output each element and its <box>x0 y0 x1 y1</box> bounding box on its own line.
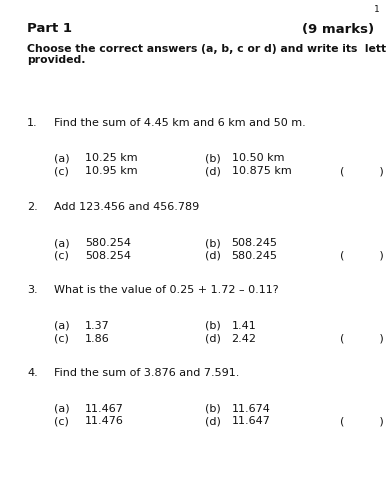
Text: (c): (c) <box>54 166 69 176</box>
Text: 2.42: 2.42 <box>232 334 257 344</box>
Text: 11.674: 11.674 <box>232 404 271 413</box>
Text: 580.245: 580.245 <box>232 251 278 261</box>
Text: 508.245: 508.245 <box>232 238 278 248</box>
Text: 2.: 2. <box>27 202 38 212</box>
Text: (d): (d) <box>205 166 220 176</box>
Text: 11.476: 11.476 <box>85 416 124 426</box>
Text: (d): (d) <box>205 251 220 261</box>
Text: (c): (c) <box>54 334 69 344</box>
Text: (b): (b) <box>205 404 220 413</box>
Text: Part 1: Part 1 <box>27 22 72 36</box>
Text: Find the sum of 3.876 and 7.591.: Find the sum of 3.876 and 7.591. <box>54 368 239 378</box>
Text: (          ): ( ) <box>340 416 383 426</box>
Text: 11.647: 11.647 <box>232 416 271 426</box>
Text: (b): (b) <box>205 321 220 331</box>
Text: (a): (a) <box>54 238 69 248</box>
Text: (          ): ( ) <box>340 334 383 344</box>
Text: 4.: 4. <box>27 368 38 378</box>
Text: (          ): ( ) <box>340 251 383 261</box>
Text: 580.254: 580.254 <box>85 238 131 248</box>
Text: 3.: 3. <box>27 285 38 295</box>
Text: (          ): ( ) <box>340 166 383 176</box>
Text: Add 123.456 and 456.789: Add 123.456 and 456.789 <box>54 202 199 212</box>
Text: 1.37: 1.37 <box>85 321 110 331</box>
Text: 11.467: 11.467 <box>85 404 124 413</box>
Text: 10.25 km: 10.25 km <box>85 154 137 164</box>
Text: 508.254: 508.254 <box>85 251 131 261</box>
Text: 1: 1 <box>374 5 379 14</box>
Text: (b): (b) <box>205 154 220 164</box>
Text: (c): (c) <box>54 416 69 426</box>
Text: (d): (d) <box>205 334 220 344</box>
Text: 1.86: 1.86 <box>85 334 110 344</box>
Text: (9 marks): (9 marks) <box>302 22 374 36</box>
Text: What is the value of 0.25 + 1.72 – 0.11?: What is the value of 0.25 + 1.72 – 0.11? <box>54 285 279 295</box>
Text: (c): (c) <box>54 251 69 261</box>
Text: (a): (a) <box>54 404 69 413</box>
Text: 1.41: 1.41 <box>232 321 256 331</box>
Text: Find the sum of 4.45 km and 6 km and 50 m.: Find the sum of 4.45 km and 6 km and 50 … <box>54 118 306 128</box>
Text: (d): (d) <box>205 416 220 426</box>
Text: 10.95 km: 10.95 km <box>85 166 137 176</box>
Text: 10.50 km: 10.50 km <box>232 154 284 164</box>
Text: (b): (b) <box>205 238 220 248</box>
Text: Choose the correct answers (a, b, c or d) and write its  letter in the brackets: Choose the correct answers (a, b, c or d… <box>27 44 386 54</box>
Text: (a): (a) <box>54 321 69 331</box>
Text: 10.875 km: 10.875 km <box>232 166 291 176</box>
Text: (a): (a) <box>54 154 69 164</box>
Text: 1.: 1. <box>27 118 38 128</box>
Text: provided.: provided. <box>27 55 86 65</box>
